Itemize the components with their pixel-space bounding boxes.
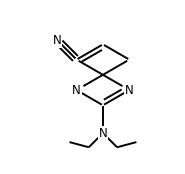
Text: N: N bbox=[53, 34, 62, 47]
Text: N: N bbox=[72, 84, 81, 97]
Text: N: N bbox=[99, 127, 107, 140]
Text: N: N bbox=[125, 84, 134, 97]
